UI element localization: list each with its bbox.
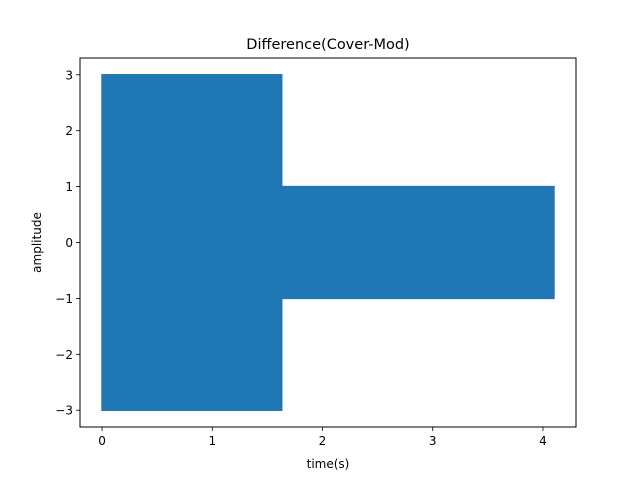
y-tick-label: 2	[65, 124, 73, 138]
y-tick-label: 1	[65, 180, 73, 194]
y-tick-label: −3	[55, 404, 73, 418]
x-tick-label: 3	[429, 434, 437, 448]
x-axis-label: time(s)	[307, 457, 350, 471]
x-tick-label: 2	[319, 434, 327, 448]
x-tick-label: 0	[98, 434, 106, 448]
y-tick-label: −2	[55, 348, 73, 362]
y-tick-label: 0	[65, 236, 73, 250]
y-tick-label: 3	[65, 68, 73, 82]
x-tick-label: 1	[208, 434, 216, 448]
y-axis-label: amplitude	[30, 212, 44, 273]
y-tick-label: −1	[55, 292, 73, 306]
x-axis: 0 1 2 3 4	[98, 427, 547, 448]
x-tick-label: 4	[539, 434, 547, 448]
chart-title: Difference(Cover-Mod)	[246, 37, 409, 53]
plot-area	[101, 74, 555, 411]
signal-segment-0	[101, 74, 283, 411]
signal-segment-1	[280, 185, 555, 300]
y-axis: 3 2 1 0 −1 −2 −3	[55, 68, 80, 418]
